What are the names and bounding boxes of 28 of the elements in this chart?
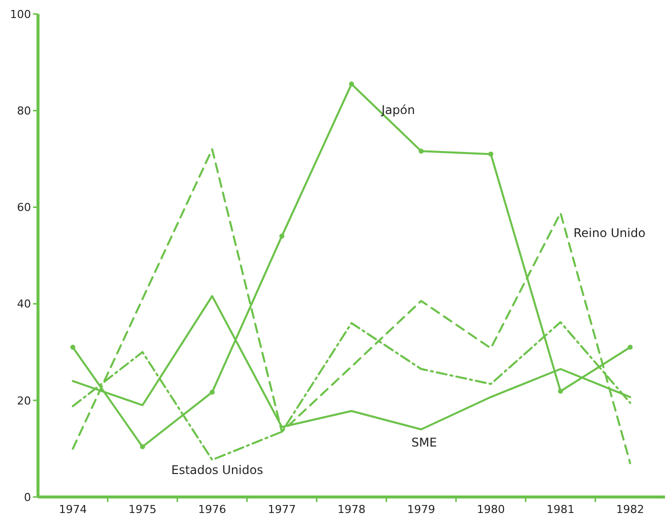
y-tick-label: 0 <box>24 490 31 504</box>
y-tick-label: 40 <box>17 298 31 311</box>
x-tick-label: 1974 <box>58 503 87 516</box>
series-label: Estados Unidos <box>171 462 264 477</box>
series-label: Japón <box>380 103 415 118</box>
point <box>279 234 284 239</box>
y-tick-label: 100 <box>10 8 31 21</box>
y-tick-label: 60 <box>17 201 31 214</box>
point <box>349 82 354 87</box>
series-label: Reino Unido <box>574 226 646 240</box>
y-tick-label: 80 <box>17 104 31 118</box>
x-tick-label: 1979 <box>407 503 436 516</box>
point <box>418 148 424 154</box>
point <box>488 152 494 157</box>
x-tick-label: 1982 <box>616 503 644 516</box>
point <box>140 444 145 450</box>
point <box>210 390 215 395</box>
y-tick-label: 20 <box>17 394 31 408</box>
x-tick-label: 1981 <box>546 503 574 516</box>
point <box>558 388 563 394</box>
x-tick-label: 1976 <box>198 503 226 516</box>
point <box>628 344 633 350</box>
point <box>70 344 76 350</box>
x-tick-label: 1977 <box>268 503 296 516</box>
x-tick-label: 1975 <box>128 503 156 516</box>
x-tick-label: 1980 <box>476 503 505 516</box>
x-tick-label: 1978 <box>338 503 366 516</box>
series-label: SME <box>411 435 437 450</box>
